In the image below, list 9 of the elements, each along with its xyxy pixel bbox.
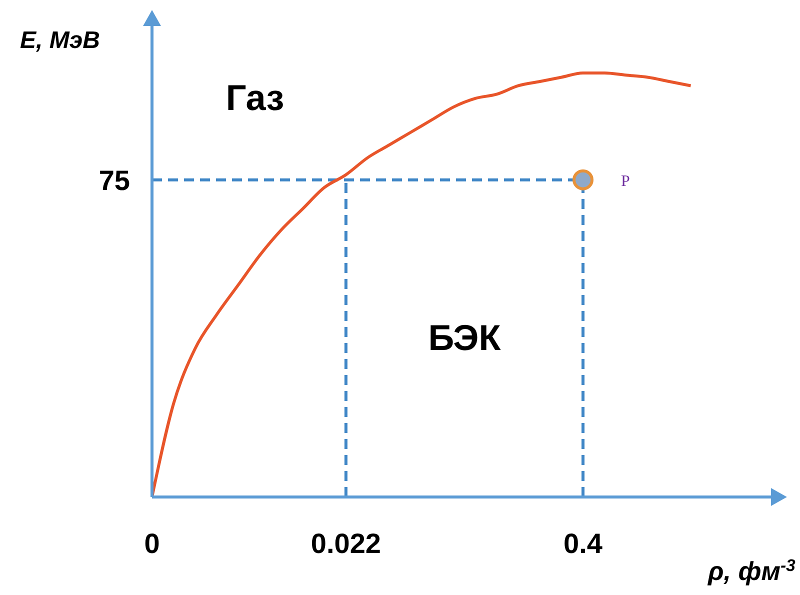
ref-line-label: 75 [98,164,130,196]
x-tick-label: 0.4 [564,528,603,559]
annotation: Газ [226,77,284,118]
annotation: P [621,172,630,190]
x-axis-title: ρ, фм$^{-3}$ [707,556,796,586]
annotation: БЭК [428,317,502,358]
x-tick-label: 0 [144,528,160,559]
y-axis-title: E, МэВ [20,27,100,54]
x-tick-label: 0.022 [310,528,381,559]
